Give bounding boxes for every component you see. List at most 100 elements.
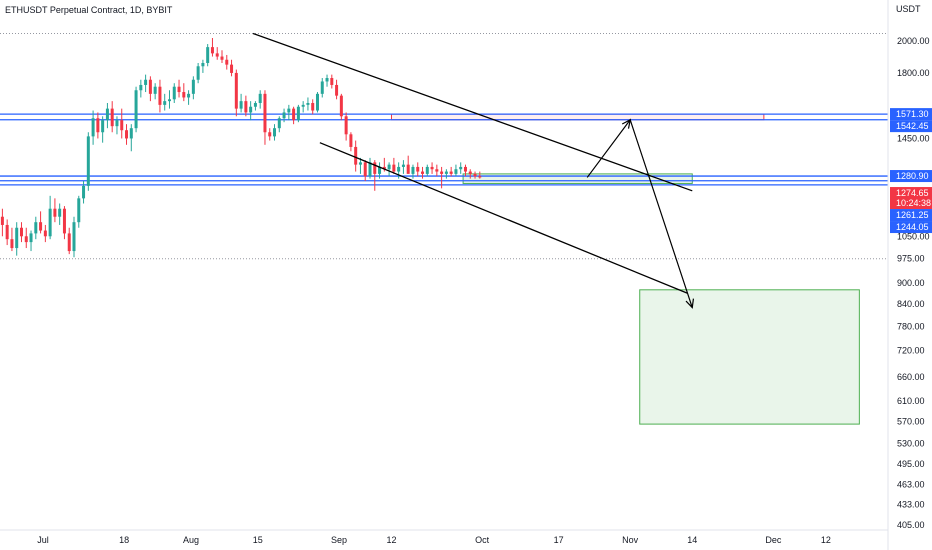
candle [292, 106, 296, 125]
candle-body [468, 171, 472, 174]
candle-body [296, 106, 300, 121]
candle-body [416, 166, 420, 172]
candle-body [234, 72, 238, 109]
candle [320, 78, 324, 98]
time-axis[interactable]: Jul 18 Aug 15 Sep 12 Oct 17 Nov 14 Dec 12 [37, 535, 831, 545]
candle-body [258, 93, 262, 103]
candle [411, 164, 415, 179]
candle [43, 224, 47, 243]
price-tag: 1542.45 [890, 120, 932, 133]
price-tick-label: 720.00 [897, 346, 925, 356]
price-tag: 1280.90 [890, 170, 932, 183]
candle [363, 160, 367, 182]
candle [339, 93, 343, 121]
time-tick-label: Dec [765, 535, 782, 545]
candle [268, 128, 272, 141]
price-tag-label: 1261.25 [896, 210, 929, 220]
candle-body [306, 102, 310, 105]
resistance-zone [390, 113, 765, 121]
candle-body [397, 166, 401, 172]
price-tag-countdown: 10:24:38 [896, 198, 931, 208]
candle [239, 93, 243, 113]
candle-body [301, 104, 305, 107]
candle [273, 124, 277, 141]
candle [330, 74, 334, 89]
candle-body [134, 90, 138, 129]
candle-body [0, 216, 4, 225]
candle [368, 157, 372, 179]
time-tick-label: 12 [386, 535, 396, 545]
price-tick-label: 463.00 [897, 479, 925, 489]
candle-body [19, 227, 23, 237]
candle-body [58, 208, 62, 217]
candle [325, 74, 329, 87]
candle-body [239, 101, 243, 109]
candle [67, 227, 71, 255]
candle-body [191, 79, 195, 94]
candle [296, 104, 300, 123]
candle-body [478, 176, 482, 178]
price-tick-label: 495.00 [897, 459, 925, 469]
candle [387, 162, 391, 177]
candle-body [268, 132, 272, 137]
candle [263, 90, 267, 145]
candle-body [230, 64, 234, 73]
candle-body [153, 86, 157, 94]
candle [34, 216, 38, 240]
candle [230, 59, 234, 77]
candle-body [368, 162, 372, 177]
candle [125, 124, 129, 145]
price-tag-box [890, 187, 932, 210]
price-tag-box [890, 120, 932, 133]
candle-body [473, 173, 477, 177]
candle [29, 230, 33, 252]
candle [378, 162, 382, 179]
candle [454, 164, 458, 177]
price-tick-label: 660.00 [897, 372, 925, 382]
candle [406, 155, 410, 174]
candle-body [187, 93, 191, 98]
candle [120, 108, 124, 139]
price-axis[interactable]: 2000.00 1800.00 1450.00 1050.00 975.00 900.00… [897, 36, 930, 530]
candle [53, 198, 57, 223]
price-tag-label: 1280.90 [896, 171, 929, 181]
candle-body [163, 101, 167, 105]
candle-body [440, 171, 444, 174]
candle-body [15, 227, 19, 249]
candle-body [421, 171, 425, 174]
price-tag-label: 1274.65 [896, 188, 929, 198]
candle-body [354, 146, 358, 165]
price-pane[interactable] [0, 32, 888, 425]
candle [440, 166, 444, 189]
price-tag: 1571.30 [890, 108, 932, 121]
candle-body [24, 236, 28, 243]
price-tag-box [890, 209, 932, 222]
candle [48, 195, 52, 240]
candle [58, 203, 62, 225]
candle-body [263, 93, 267, 133]
candle-body [206, 47, 210, 63]
candle-body [358, 162, 362, 165]
time-tick-label: Sep [331, 535, 347, 545]
candle [91, 110, 95, 145]
candle [301, 101, 305, 113]
candle-body [373, 162, 377, 174]
candle-body [459, 166, 463, 170]
candle [220, 50, 224, 63]
candle-body [387, 164, 391, 170]
candle [449, 166, 453, 177]
candle [163, 93, 167, 111]
candle [210, 37, 214, 57]
candle [349, 132, 353, 152]
time-tick-label: Aug [183, 535, 199, 545]
candle [77, 195, 81, 228]
chart-title: ETHUSDT Perpetual Contract, 1D, BYBIT [5, 5, 173, 15]
price-tick-label: 975.00 [897, 254, 925, 264]
candle-body [196, 66, 200, 80]
candle [459, 162, 463, 174]
candle-body [167, 99, 171, 102]
candle-body [411, 166, 415, 174]
candle-body [158, 86, 162, 105]
